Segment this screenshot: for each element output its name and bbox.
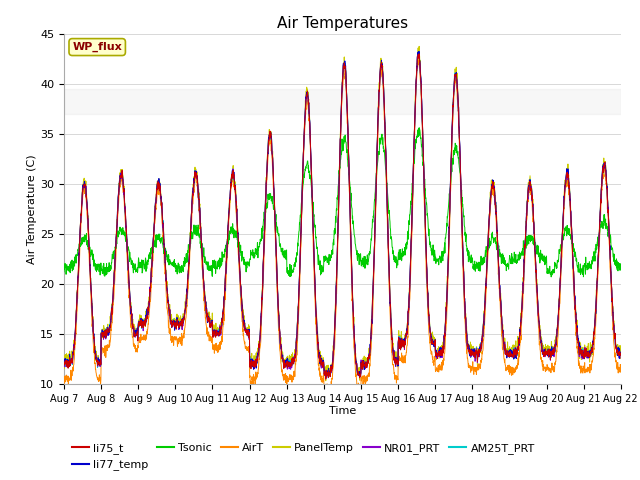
Line: NR01_PRT: NR01_PRT (64, 52, 621, 379)
PanelTemp (216, 330, 223, 336)
NR01_PRT (617, 349, 625, 355)
li77_temp (617, 352, 625, 358)
PanelTemp (371, 228, 379, 234)
Tsonic (547, 274, 555, 280)
NR01_PRT (584, 353, 591, 359)
AirT (584, 368, 591, 374)
li75_t (371, 231, 379, 237)
AM25T_PRT (584, 353, 591, 359)
Line: li75_t: li75_t (64, 54, 621, 379)
Line: AirT: AirT (64, 60, 621, 393)
NR01_PRT (568, 235, 576, 240)
li77_temp (568, 232, 576, 238)
li77_temp (356, 374, 364, 380)
AirT (216, 347, 223, 352)
Tsonic (216, 257, 223, 263)
Line: li77_temp: li77_temp (64, 51, 621, 377)
PanelTemp (359, 362, 367, 368)
AirT (617, 369, 625, 375)
NR01_PRT (359, 367, 367, 372)
Tsonic (568, 237, 576, 243)
li75_t (505, 353, 513, 359)
li77_temp (60, 359, 68, 364)
AM25T_PRT (216, 330, 223, 336)
Line: PanelTemp: PanelTemp (64, 47, 621, 381)
li75_t (568, 236, 576, 242)
NR01_PRT (505, 353, 513, 359)
NR01_PRT (415, 49, 422, 55)
AirT (415, 57, 422, 62)
Tsonic (358, 260, 366, 266)
AirT (322, 390, 330, 396)
AirT (60, 374, 68, 380)
AirT (359, 376, 367, 382)
li77_temp (505, 348, 513, 354)
PanelTemp (584, 349, 591, 355)
Tsonic (415, 125, 423, 131)
Tsonic (617, 261, 625, 267)
AirT (371, 243, 379, 249)
li77_temp (584, 352, 591, 358)
li77_temp (359, 364, 367, 370)
AM25T_PRT (568, 233, 576, 239)
PanelTemp (322, 378, 330, 384)
li75_t (617, 350, 625, 356)
li75_t (415, 51, 423, 57)
PanelTemp (568, 238, 576, 243)
Line: Tsonic: Tsonic (64, 128, 621, 277)
AM25T_PRT (371, 232, 379, 238)
Bar (64, 89, 621, 114)
Title: Air Temperatures: Air Temperatures (277, 16, 408, 31)
li75_t (359, 365, 367, 371)
Legend: li75_t, li77_temp, Tsonic, AirT, PanelTemp, NR01_PRT, AM25T_PRT: li75_t, li77_temp, Tsonic, AirT, PanelTe… (68, 439, 539, 475)
X-axis label: Time: Time (329, 407, 356, 417)
li77_temp (371, 229, 379, 235)
PanelTemp (60, 362, 68, 368)
Tsonic (60, 269, 68, 275)
li75_t (60, 361, 68, 367)
NR01_PRT (216, 332, 223, 338)
AirT (505, 369, 513, 375)
AM25T_PRT (505, 350, 513, 356)
NR01_PRT (322, 376, 330, 382)
PanelTemp (617, 356, 625, 361)
AM25T_PRT (617, 351, 625, 357)
NR01_PRT (371, 231, 379, 237)
li77_temp (216, 329, 223, 335)
AM25T_PRT (415, 49, 422, 55)
PanelTemp (505, 347, 513, 353)
li75_t (322, 376, 330, 382)
AM25T_PRT (324, 375, 332, 381)
li77_temp (415, 48, 423, 54)
Y-axis label: Air Temperature (C): Air Temperature (C) (28, 154, 37, 264)
Text: WP_flux: WP_flux (72, 42, 122, 52)
AirT (568, 243, 576, 249)
AM25T_PRT (359, 366, 367, 372)
AM25T_PRT (60, 360, 68, 366)
Tsonic (584, 266, 591, 272)
NR01_PRT (60, 363, 68, 369)
PanelTemp (415, 44, 423, 49)
li75_t (584, 353, 591, 359)
Tsonic (371, 197, 378, 203)
li75_t (216, 331, 223, 337)
Line: AM25T_PRT: AM25T_PRT (64, 52, 621, 378)
Tsonic (504, 263, 512, 269)
